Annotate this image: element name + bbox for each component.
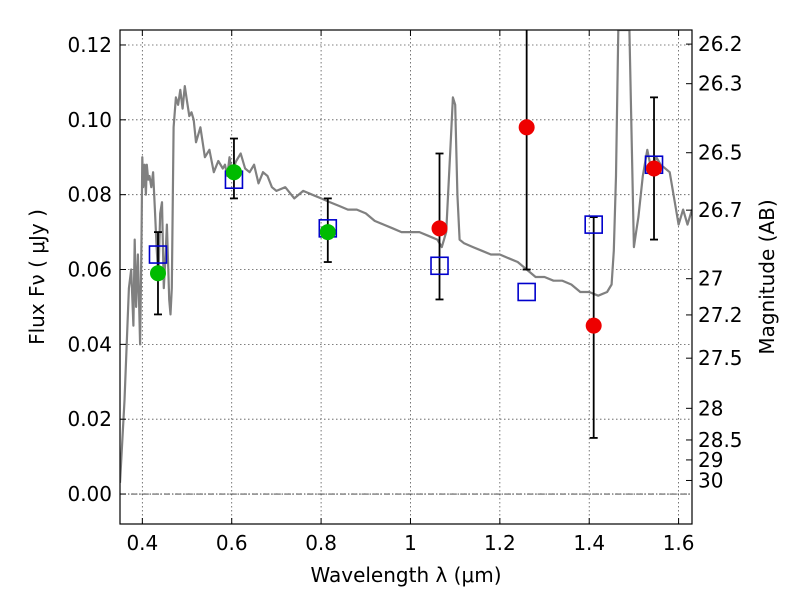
y-tick-label: 0.06 (67, 258, 112, 282)
x-tick-label: 0.6 (216, 531, 248, 555)
observed-flux-red-point (646, 160, 663, 177)
magnitude-tick-label: 29 (698, 448, 723, 472)
observed-flux-red-point (585, 317, 602, 334)
magnitude-tick-label: 27 (698, 267, 723, 291)
y-tick-label: 0.00 (67, 482, 112, 506)
magnitude-tick-label: 30 (698, 468, 723, 492)
magnitude-tick-label: 26.7 (698, 198, 743, 222)
model-flux-square (517, 282, 536, 302)
observed-flux-green-point (319, 224, 336, 241)
x-tick-label: 0.8 (305, 531, 337, 555)
magnitude-tick-label: 27.5 (698, 346, 743, 370)
model-flux-square (430, 256, 449, 276)
model-spectrum (120, 30, 692, 483)
magnitude-tick-label: 26.2 (698, 32, 743, 56)
magnitude-tick-label: 26.5 (698, 141, 743, 165)
x-tick-label: 1 (404, 531, 417, 555)
magnitude-tick-label: 26.3 (698, 72, 743, 96)
data-points (148, 119, 664, 334)
observed-flux-red-point (431, 220, 448, 237)
y-tick-label: 0.10 (67, 108, 112, 132)
plot-frame (119, 29, 693, 525)
model-spectrum-line (120, 30, 692, 483)
magnitude-tick-label: 28.5 (698, 428, 743, 452)
magnitude-tick-label: 28 (698, 396, 723, 420)
y-tick-label: 0.02 (67, 407, 112, 431)
observed-flux-red-point (518, 119, 535, 136)
x-tick-label: 0.4 (126, 531, 158, 555)
x-axis-label: Wavelength λ (μm) (310, 563, 501, 587)
model-flux-square (148, 245, 168, 264)
y-tick-label: 0.04 (67, 332, 112, 356)
x-tick-label: 1.4 (573, 531, 605, 555)
magnitude-axis-label: Magnitude (AB) (755, 199, 779, 354)
axis-ticks: 0.4 0.6 0.8 1 1.2 1.4 1.6 0.00 0.02 0.04 0.06 0.08 0… (67, 30, 743, 555)
x-tick-label: 1.6 (663, 531, 695, 555)
observed-flux-green-point (225, 164, 242, 181)
observed-flux-green-point (149, 265, 166, 282)
y-axis-label: Flux Fν ( μJy ) (25, 209, 49, 345)
model-flux-square (584, 215, 603, 234)
y-tick-label: 0.12 (67, 33, 112, 57)
error-bars (153, 30, 659, 439)
y-tick-label: 0.08 (67, 183, 112, 207)
x-tick-label: 1.2 (484, 531, 516, 555)
grid (120, 30, 692, 524)
magnitude-tick-label: 27.2 (698, 303, 743, 327)
